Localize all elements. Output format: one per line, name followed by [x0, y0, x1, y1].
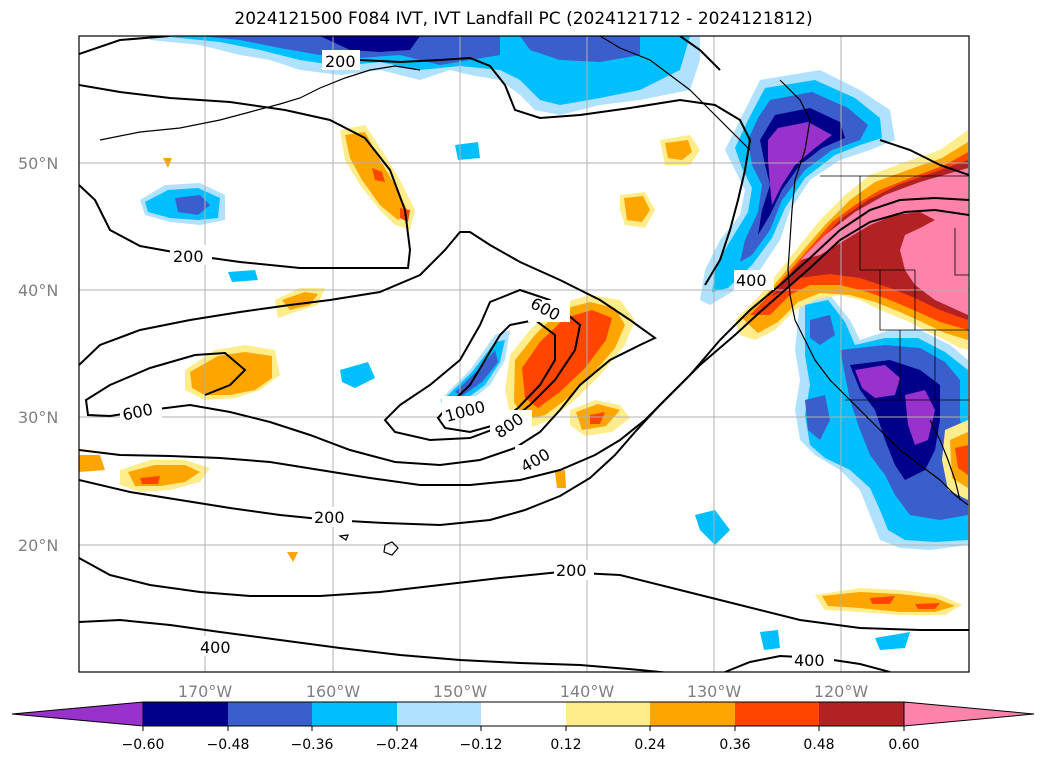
contour-label: 200: [314, 508, 345, 527]
contour-200-upper: [79, 36, 752, 286]
coastlines: [99, 36, 969, 556]
chart-title: 2024121500 F084 IVT, IVT Landfall PC (20…: [234, 9, 813, 29]
lon-label: 140°W: [560, 682, 615, 701]
colorbar-segment: [735, 702, 819, 726]
colorbar-segment: [819, 702, 904, 726]
lat-label: 40°N: [18, 281, 58, 300]
contour-label: 200: [556, 561, 587, 580]
colorbar-tick-label: −0.60: [122, 737, 165, 753]
colorbar-tick-label: −0.24: [376, 737, 419, 753]
ivt-contours: [79, 36, 969, 672]
latitude-axis: 50°N 40°N 30°N 20°N: [18, 154, 58, 555]
colorbar-extend-left: [11, 701, 144, 727]
lon-label: 160°W: [306, 682, 361, 701]
contour-label: 200: [173, 247, 204, 266]
contour-600-west: [79, 231, 657, 467]
lon-label: 150°W: [433, 682, 488, 701]
contour-200-south: [79, 196, 969, 527]
contour-label: 400: [736, 271, 767, 290]
colorbar-segment: [650, 702, 735, 726]
colorbar-tick-label: 0.36: [719, 737, 750, 753]
colorbar-tick-label: −0.48: [207, 737, 250, 753]
longitude-axis: 170°W 160°W 150°W 140°W 130°W 120°W: [178, 682, 869, 701]
contour-200-far-south: [79, 557, 969, 631]
colorbar-segment: [312, 702, 397, 726]
contour-label: 200: [325, 52, 356, 71]
colorbar-segment: [481, 702, 566, 726]
contour-label: 400: [794, 651, 825, 670]
lon-label: 120°W: [814, 682, 869, 701]
colorbar-segment: [143, 702, 228, 726]
negative-shading: [140, 36, 968, 650]
map-plot-area: 200 200 600 600 1000 800 400 400 200 200…: [79, 36, 969, 672]
colorbar-segment: [397, 702, 481, 726]
colorbar-tick-label: 0.48: [803, 737, 834, 753]
colorbar-tick-label: −0.36: [291, 737, 334, 753]
colorbar-tick-label: 0.12: [550, 737, 581, 753]
colorbar-tick-label: 0.24: [634, 737, 665, 753]
colorbar: −0.60 −0.48 −0.36 −0.24 −0.12 0.12 0.24 …: [11, 701, 1035, 753]
lat-label: 30°N: [18, 408, 58, 427]
political-boundaries: [820, 175, 969, 401]
plot-frame: [78, 35, 970, 673]
colorbar-tick-label: −0.12: [460, 737, 503, 753]
lat-label: 20°N: [18, 536, 58, 555]
contour-400-south: [79, 618, 671, 672]
contour-800: [436, 318, 556, 434]
colorbar-tick-label: 0.60: [888, 737, 919, 753]
lat-label: 50°N: [18, 154, 58, 173]
contour-label: 400: [200, 638, 231, 657]
contour-200-north: [79, 84, 412, 269]
colorbar-extend-right: [903, 701, 1035, 727]
contour-label-group: 200 200 600 600 1000 800 400 400 200 200…: [120, 50, 834, 670]
contour-400-ne: [679, 36, 969, 176]
contour-400-mid: [79, 208, 969, 486]
colorbar-segment: [566, 702, 650, 726]
colorbar-segment: [228, 702, 312, 726]
lon-label: 130°W: [687, 682, 742, 701]
lon-label: 170°W: [178, 682, 233, 701]
